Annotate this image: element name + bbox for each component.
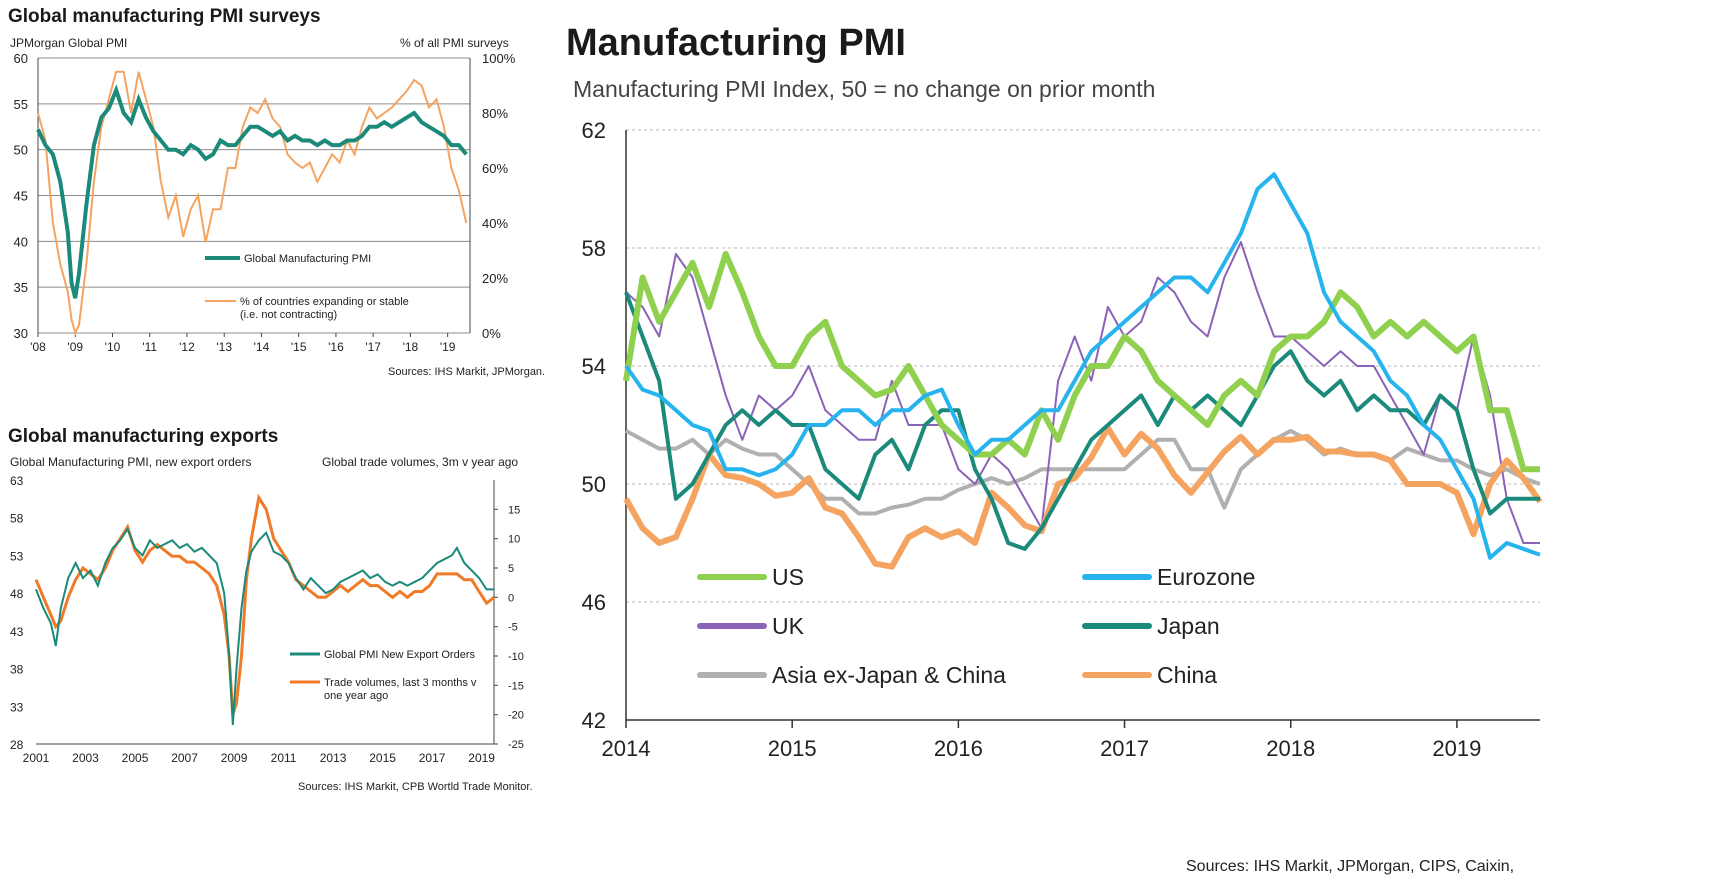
chart3-x-tick-label: 2016 bbox=[934, 736, 983, 761]
chart2-left-tick-label: 63 bbox=[10, 474, 24, 488]
chart2-left-tick-label: 33 bbox=[10, 700, 24, 714]
chart2-x-tick-label: 2015 bbox=[369, 751, 396, 765]
chart2-legend-label-export-orders: Global PMI New Export Orders bbox=[324, 649, 475, 661]
chart1-left-tick-label: 45 bbox=[14, 189, 28, 204]
chart3-y-tick-label: 58 bbox=[582, 236, 606, 261]
chart2-left-tick-label: 48 bbox=[10, 587, 24, 601]
chart3-series-eurozone bbox=[624, 172, 1541, 560]
chart3-series-us bbox=[623, 250, 1540, 473]
chart3-series-china bbox=[623, 425, 1543, 570]
chart1-x-tick-label: '18 bbox=[403, 340, 419, 354]
chart1-x-tick-label: '14 bbox=[254, 340, 270, 354]
chart2-x-tick-label: 2017 bbox=[419, 751, 446, 765]
chart2-x-tick-label: 2003 bbox=[72, 751, 99, 765]
chart3-source: Sources: IHS Markit, JPMorgan, CIPS, Cai… bbox=[1186, 858, 1515, 875]
chart2-right-tick-label: 15 bbox=[508, 504, 520, 516]
chart1-x-tick-label: '15 bbox=[291, 340, 307, 354]
chart1-title: Global manufacturing PMI surveys bbox=[8, 6, 321, 27]
chart2-right-tick-label: -25 bbox=[508, 739, 524, 751]
chart2-x-tick-label: 2009 bbox=[221, 751, 248, 765]
chart2-right-tick-label: -5 bbox=[508, 622, 518, 634]
chart1-left-tick-label: 55 bbox=[14, 97, 28, 112]
chart1-left-axis-label: JPMorgan Global PMI bbox=[10, 36, 128, 50]
chart3-legend-label-us: US bbox=[772, 564, 804, 590]
chart2-right-tick-label: -15 bbox=[508, 680, 524, 692]
chart2-series-trade-volumes bbox=[34, 493, 495, 716]
chart3-series-japan bbox=[624, 291, 1540, 551]
chart3-y-tick-label: 50 bbox=[582, 472, 606, 497]
chart3-x-tick-label: 2018 bbox=[1266, 736, 1315, 761]
chart3-legend-label-china: China bbox=[1157, 662, 1217, 688]
chart2-left-axis-label: Global Manufacturing PMI, new export ord… bbox=[10, 455, 252, 469]
chart1-x-tick-label: '12 bbox=[179, 340, 195, 354]
chart1-legend-label-pct: % of countries expanding or stable bbox=[240, 296, 409, 308]
chart1-series-global-pmi bbox=[36, 84, 468, 299]
chart2-x-tick-label: 2001 bbox=[23, 751, 50, 765]
chart3-legend-label-eurozone: Eurozone bbox=[1157, 564, 1255, 590]
chart3-legend-label-japan: Japan bbox=[1157, 613, 1220, 639]
chart2-legend-label-trade: Trade volumes, last 3 months v bbox=[324, 677, 477, 689]
chart2-title: Global manufacturing exports bbox=[8, 426, 279, 447]
chart2-x-tick-label: 2007 bbox=[171, 751, 198, 765]
chart2-legend-label-trade-2: one year ago bbox=[324, 690, 388, 702]
chart2-left-tick-label: 58 bbox=[10, 512, 24, 526]
chart1-left-tick-label: 50 bbox=[14, 143, 28, 158]
chart2-right-tick-label: -20 bbox=[508, 710, 524, 722]
chart1-left-tick-label: 35 bbox=[14, 280, 28, 295]
chart2-x-tick-label: 2013 bbox=[320, 751, 347, 765]
chart2-left-tick-label: 43 bbox=[10, 625, 24, 639]
chart2-source: Sources: IHS Markit, CPB Wortld Trade Mo… bbox=[298, 781, 533, 793]
chart1-left-tick-label: 30 bbox=[14, 326, 28, 341]
chart3-legend-label-uk: UK bbox=[772, 613, 805, 639]
chart1-x-tick-label: '17 bbox=[365, 340, 381, 354]
chart2-x-tick-label: 2005 bbox=[122, 751, 149, 765]
chart2-right-tick-label: 10 bbox=[508, 534, 520, 546]
chart3-y-tick-label: 62 bbox=[582, 118, 606, 143]
chart1-legend-label-pmi: Global Manufacturing PMI bbox=[244, 253, 371, 265]
chart1-x-tick-label: '09 bbox=[67, 340, 83, 354]
chart1-plot: 60 55 50 45 40 35 30 100% 80% 60% 40% 20% 0% '08 '09 '1… bbox=[14, 51, 516, 354]
chart1-right-tick-label: 60% bbox=[482, 161, 508, 176]
chart3-x-tick-label: 2017 bbox=[1100, 736, 1149, 761]
chart1-x-tick-label: '11 bbox=[142, 340, 157, 354]
chart1-right-tick-label: 0% bbox=[482, 326, 501, 341]
chart2-right-axis-label: Global trade volumes, 3m v year ago bbox=[322, 455, 519, 469]
chart2-right-tick-label: 5 bbox=[508, 563, 514, 575]
chart3-title: Manufacturing PMI bbox=[566, 22, 906, 64]
chart3-y-tick-label: 54 bbox=[582, 354, 606, 379]
chart3-x-tick-label: 2015 bbox=[768, 736, 817, 761]
chart1-right-axis-label: % of all PMI surveys bbox=[400, 36, 509, 50]
chart1-x-tick-label: '19 bbox=[440, 340, 456, 354]
chart3-series-uk bbox=[625, 241, 1540, 544]
chart3-plot: 62 58 54 50 46 42 2014 2015 2016 2017 2018 2019 US Eu… bbox=[582, 118, 1543, 761]
chart2-right-tick-label: 0 bbox=[508, 592, 514, 604]
chart1-series-pct-countries bbox=[37, 70, 468, 336]
chart2-x-tick-label: 2019 bbox=[468, 751, 495, 765]
chart3-x-tick-label: 2019 bbox=[1432, 736, 1481, 761]
chart1-x-tick-label: '08 bbox=[30, 340, 46, 354]
chart2-right-tick-label: -10 bbox=[508, 651, 524, 663]
chart1-x-tick-label: '10 bbox=[105, 340, 121, 354]
chart1-legend-label-pct-2: (i.e. not contracting) bbox=[240, 309, 337, 321]
chart2-series-export-orders bbox=[35, 526, 494, 726]
chart3-y-tick-label: 42 bbox=[582, 708, 606, 733]
chart1-left-tick-label: 40 bbox=[14, 234, 28, 249]
chart3-x-tick-label: 2014 bbox=[602, 736, 651, 761]
chart3-y-tick-label: 46 bbox=[582, 590, 606, 615]
chart2-left-tick-label: 38 bbox=[10, 663, 24, 677]
chart1-x-tick-label: '16 bbox=[328, 340, 344, 354]
chart1-right-tick-label: 20% bbox=[482, 271, 508, 286]
chart2-plot: 63 58 53 48 43 38 33 28 15 10 5 0 -5 -10 -15 -20 -25 2001… bbox=[10, 474, 524, 765]
chart1-source: Sources: IHS Markit, JPMorgan. bbox=[388, 366, 546, 378]
chart1-right-tick-label: 40% bbox=[482, 216, 508, 231]
chart2-left-tick-label: 53 bbox=[10, 549, 24, 563]
chart1-right-tick-label: 100% bbox=[482, 51, 516, 66]
chart1-right-tick-label: 80% bbox=[482, 106, 508, 121]
chart3-subtitle: Manufacturing PMI Index, 50 = no change … bbox=[573, 76, 1156, 102]
chart1-left-tick-label: 60 bbox=[14, 51, 28, 66]
chart2-left-tick-label: 28 bbox=[10, 738, 24, 752]
chart3-legend-label-asia-ex-japan-china: Asia ex-Japan & China bbox=[772, 662, 1006, 688]
chart2-x-tick-label: 2011 bbox=[271, 751, 297, 765]
chart1-x-tick-label: '13 bbox=[216, 340, 232, 354]
